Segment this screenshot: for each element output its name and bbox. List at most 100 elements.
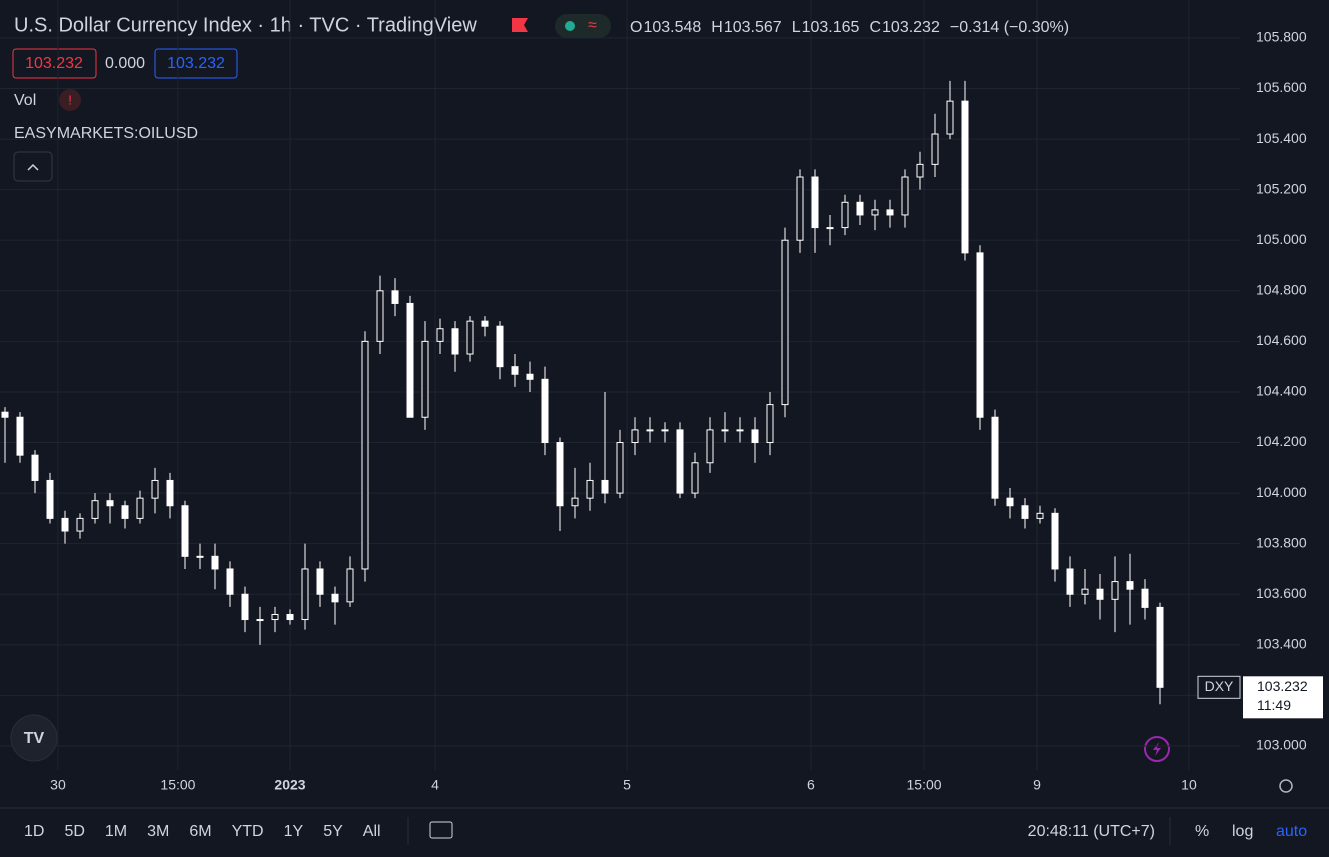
candle-body (496, 325, 504, 368)
symbol-tag (1197, 675, 1241, 699)
price-tag (1243, 676, 1323, 719)
flash-icon[interactable] (1144, 736, 1170, 762)
flag-icon (512, 18, 528, 32)
flash (1153, 742, 1161, 756)
candle-body (1, 411, 9, 418)
range-button[interactable]: 1Y (284, 823, 304, 840)
y-tick-label: 104.600 (1256, 332, 1307, 348)
logo-text: TV (24, 730, 45, 747)
candle-body (601, 479, 609, 494)
candle-body (541, 378, 549, 444)
range-button[interactable]: 5Y (323, 823, 343, 840)
quote-button-label[interactable]: 0.000 (105, 55, 145, 72)
ohlc-key: C (869, 19, 881, 36)
candle-body (931, 133, 939, 165)
candle-body (1111, 581, 1119, 600)
quote-button-label[interactable]: 103.232 (167, 55, 225, 72)
axis-option[interactable]: auto (1276, 823, 1307, 840)
candle-body (316, 568, 324, 595)
x-tick-label: 4 (431, 777, 439, 793)
logo[interactable] (10, 714, 58, 762)
collapse-button[interactable] (13, 151, 53, 182)
candle-body (901, 176, 909, 216)
candle-body (1066, 568, 1074, 595)
range-button[interactable]: YTD (232, 823, 264, 840)
range-button[interactable]: All (363, 823, 381, 840)
axis-option[interactable]: log (1232, 823, 1253, 840)
candle-body (1006, 497, 1014, 507)
settings-icon[interactable] (1279, 779, 1293, 793)
x-tick-label: 10 (1181, 777, 1197, 793)
range-button[interactable]: 1D (24, 823, 44, 840)
candle-body (211, 555, 219, 570)
ohlc-value: 103.165 (802, 19, 860, 36)
range-button[interactable]: 3M (147, 823, 169, 840)
symbol-label: DXY (1205, 678, 1234, 694)
indicator-label: Vol (14, 92, 36, 109)
ohlc-value: 103.548 (643, 19, 701, 36)
candle-body (1126, 581, 1134, 590)
y-tick-label: 103.800 (1256, 534, 1307, 550)
quote-button-label[interactable]: 103.232 (25, 55, 83, 72)
range-button[interactable]: 1M (105, 823, 127, 840)
candle-body (916, 163, 924, 178)
candle-body (106, 500, 114, 507)
candle-body (766, 404, 774, 444)
candle-body (271, 613, 279, 621)
y-tick-label: 105.200 (1256, 180, 1307, 196)
change: −0.314 (−0.30%) (950, 19, 1069, 36)
candle-body (376, 290, 384, 342)
ohlc-key: O (630, 19, 642, 36)
candle-body (181, 505, 189, 557)
candle-body (526, 373, 534, 380)
warning-icon (59, 89, 81, 111)
sell-button[interactable] (12, 48, 97, 79)
date-range-icon[interactable] (429, 821, 453, 839)
candle-body (676, 429, 684, 494)
ohlc-key: L (792, 19, 801, 36)
candle-body (871, 209, 879, 216)
candle-body (661, 429, 669, 432)
y-tick-label: 105.600 (1256, 79, 1307, 95)
x-tick-label: 9 (1033, 777, 1041, 793)
candle-body (286, 613, 294, 621)
candle-body (631, 429, 639, 444)
x-tick-label: 15:00 (160, 777, 195, 793)
candle-body (961, 100, 969, 254)
y-tick-label: 105.000 (1256, 231, 1307, 247)
indicator-label: EASYMARKETS:OILUSD (14, 125, 198, 142)
candle-body (406, 302, 414, 418)
candle-body (1051, 512, 1059, 570)
candle-body (421, 340, 429, 418)
warning-mark: ! (68, 92, 72, 107)
candle-body (166, 479, 174, 507)
y-tick-label: 104.000 (1256, 484, 1307, 500)
candle-body (136, 497, 144, 519)
candle-body (571, 497, 579, 507)
range-button[interactable]: 5D (64, 823, 84, 840)
candle-body (346, 568, 354, 603)
candle-body (586, 479, 594, 499)
candle-body (1096, 588, 1104, 600)
y-tick-label: 103.400 (1256, 636, 1307, 652)
candle-body (481, 320, 489, 327)
status-dot (565, 21, 575, 31)
candle-body (466, 320, 474, 355)
range-button[interactable]: 6M (189, 823, 211, 840)
status-pill (555, 14, 611, 38)
candle-body (886, 209, 894, 216)
candle-body (556, 442, 564, 507)
candle-body (16, 416, 24, 456)
candle-body (301, 568, 309, 621)
y-tick-label: 103.600 (1256, 585, 1307, 601)
candle-body (46, 479, 54, 519)
buy-button[interactable] (154, 48, 238, 79)
candle-body (436, 328, 444, 342)
candle-body (31, 454, 39, 481)
status-icon: ≈ (588, 17, 597, 34)
y-tick-label: 103.000 (1256, 737, 1307, 753)
candle-body (361, 340, 369, 570)
axis-option[interactable]: % (1195, 823, 1209, 840)
candle-body (1156, 606, 1164, 688)
